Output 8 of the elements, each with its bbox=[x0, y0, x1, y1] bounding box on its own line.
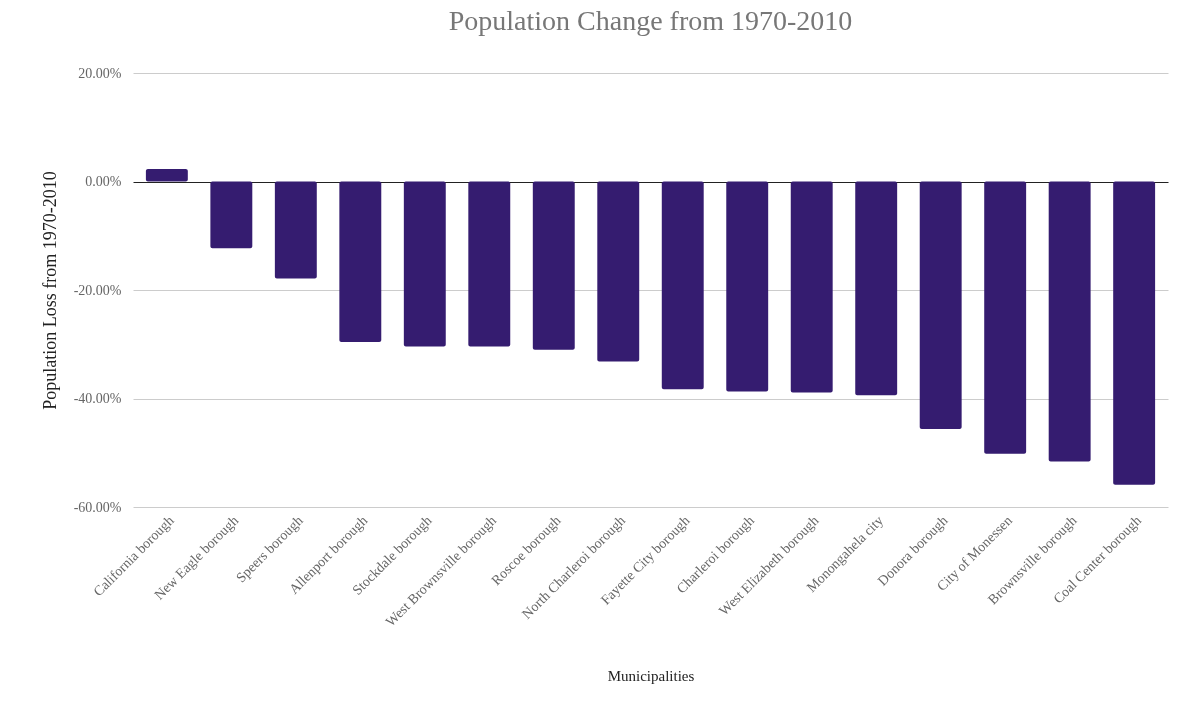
y-tick-label: 20.00% bbox=[78, 65, 122, 81]
y-axis-title: Population Loss from 1970-2010 bbox=[39, 171, 60, 410]
y-tick-label: -60.00% bbox=[73, 499, 122, 515]
y-tick-label: -20.00% bbox=[73, 282, 122, 298]
y-tick-label: 0.00% bbox=[85, 174, 122, 189]
x-axis-title: Municipalities bbox=[607, 668, 695, 685]
chart-title: Population Change from 1970-2010 bbox=[448, 5, 853, 36]
y-tick-label: -40.00% bbox=[73, 391, 122, 406]
